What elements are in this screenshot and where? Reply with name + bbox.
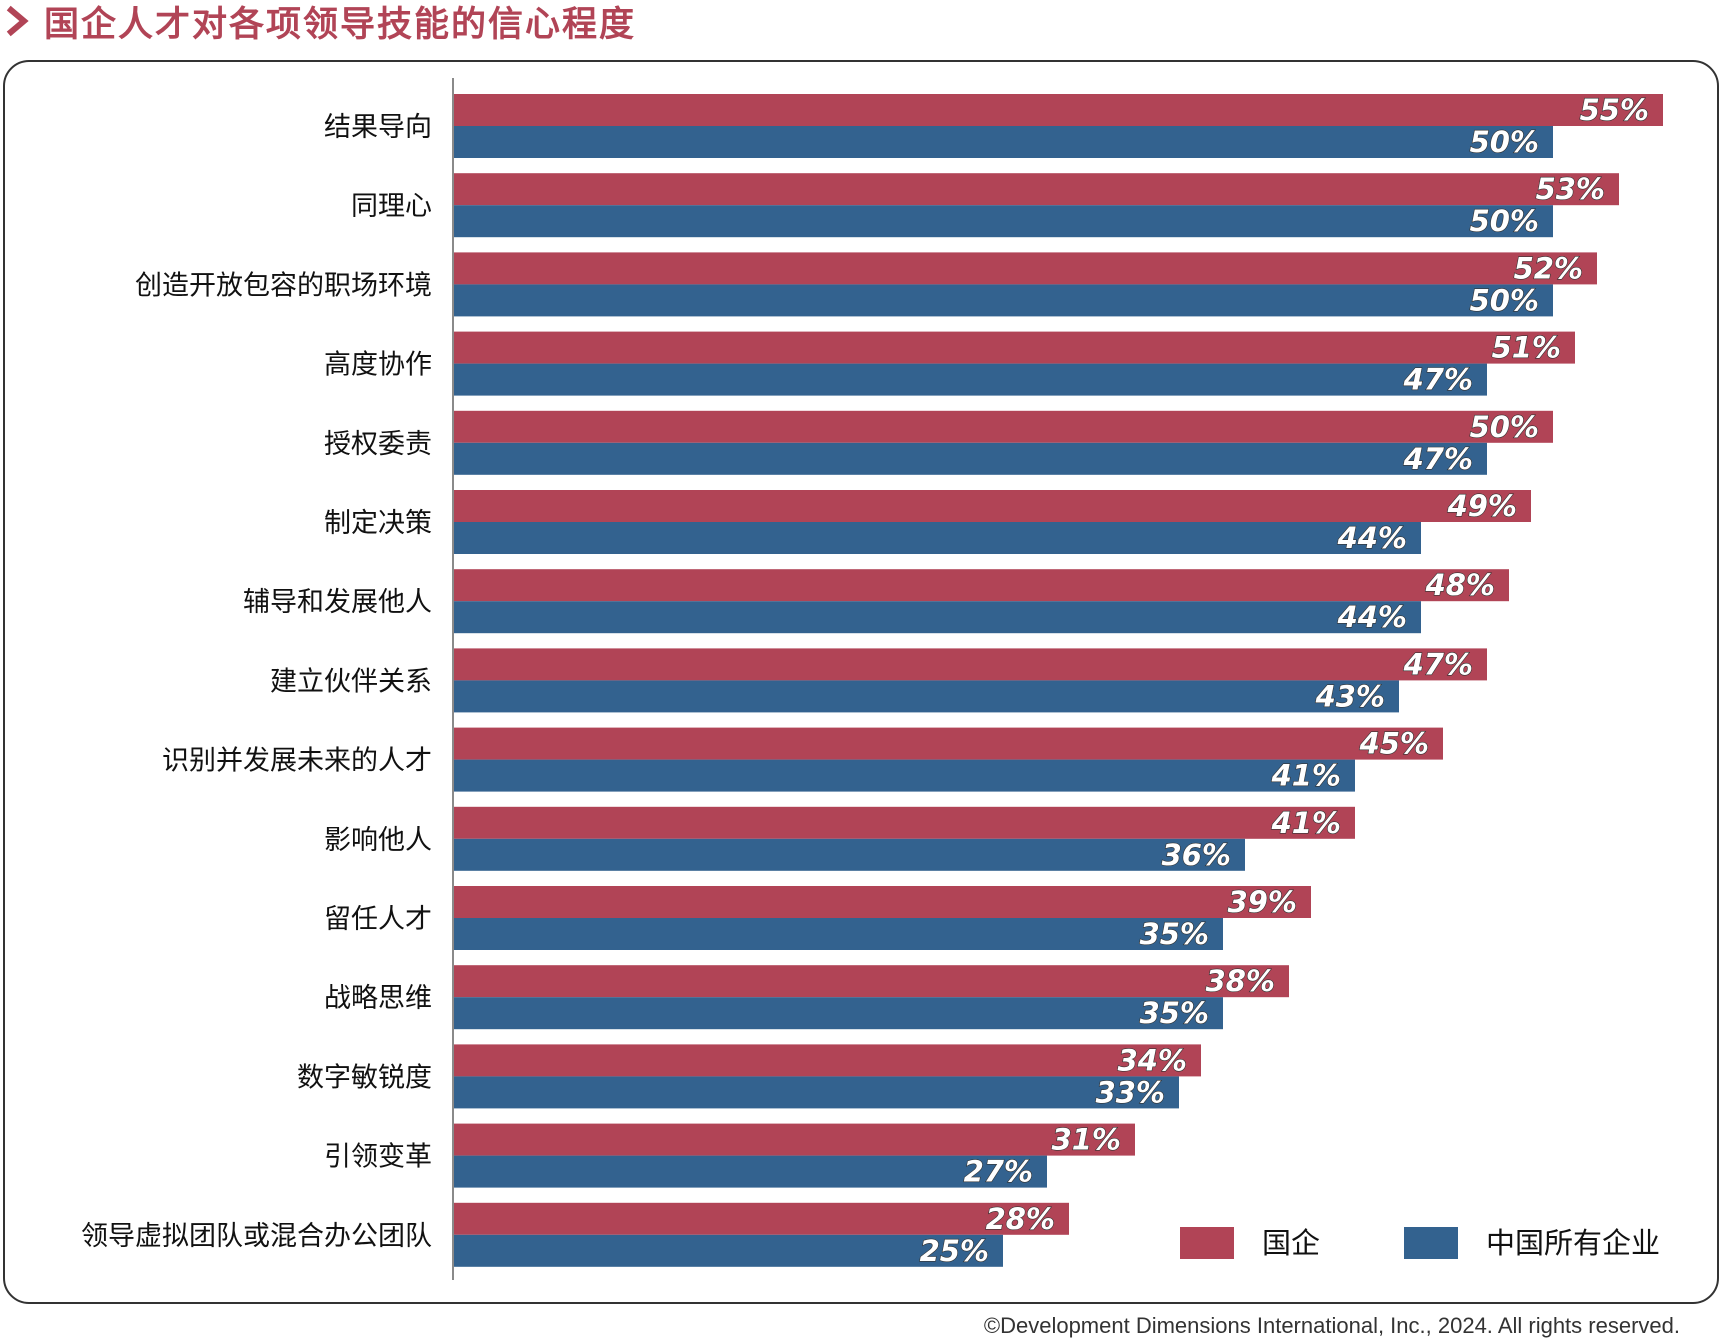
bar-all (453, 1076, 1179, 1109)
data-label-soe: 50% (1470, 410, 1539, 444)
data-label-soe: 41% (1271, 806, 1341, 840)
bar-soe (453, 410, 1553, 443)
category-label: 影响他人 (324, 825, 432, 856)
bar-all (453, 1155, 1047, 1188)
title-row: 国企人才对各项领导技能的信心程度 (0, 0, 636, 45)
bar-soe (453, 569, 1509, 602)
category-label: 留任人才 (324, 904, 432, 935)
chart-title: 国企人才对各项领导技能的信心程度 (44, 4, 637, 45)
data-label-soe: 34% (1118, 1043, 1187, 1077)
data-label-all: 47% (1403, 363, 1473, 397)
bar-all (453, 205, 1553, 238)
data-label-all: 47% (1403, 442, 1473, 476)
data-label-soe: 53% (1536, 172, 1605, 206)
data-label-all: 33% (1096, 1075, 1165, 1109)
category-label: 创造开放包容的职场环境 (135, 270, 432, 301)
category-label: 数字敏锐度 (297, 1062, 432, 1093)
category-label: 建立伙伴关系 (270, 666, 432, 697)
category-label: 战略思维 (324, 983, 432, 1014)
data-label-all: 25% (920, 1234, 989, 1268)
bar-soe (453, 886, 1311, 918)
data-label-soe: 51% (1492, 331, 1561, 365)
category-label: 领导虚拟团队或混合办公团队 (81, 1221, 432, 1252)
legend-item-all: 中国所有企业 (1404, 1226, 1660, 1260)
bar-all (453, 759, 1355, 792)
category-label: 高度协作 (324, 350, 432, 381)
category-label: 授权委责 (324, 429, 432, 460)
category-label: 制定决策 (324, 508, 432, 539)
bar-soe (453, 965, 1289, 998)
data-label-soe: 55% (1580, 93, 1649, 127)
bar-soe (453, 727, 1443, 760)
data-label-soe: 31% (1052, 1123, 1121, 1157)
category-label: 结果导向 (324, 112, 432, 143)
data-label-all: 50% (1470, 283, 1539, 317)
legend-swatch (1180, 1227, 1234, 1259)
bar-all (453, 1234, 1003, 1267)
data-label-all: 44% (1337, 600, 1407, 634)
category-label: 引领变革 (324, 1142, 432, 1173)
legend-swatch (1404, 1227, 1458, 1259)
data-label-all: 27% (964, 1155, 1033, 1189)
data-label-all: 35% (1140, 917, 1209, 951)
bar-all (453, 680, 1399, 713)
bar-soe (453, 1123, 1135, 1156)
bar-all (453, 442, 1487, 475)
data-label-all: 41% (1271, 759, 1341, 793)
data-label-all: 44% (1337, 521, 1407, 555)
legend-label: 中国所有企业 (1486, 1226, 1660, 1260)
data-label-soe: 28% (986, 1202, 1055, 1236)
copyright-notice: ©Development Dimensions International, I… (983, 1313, 1680, 1338)
bar-all (453, 126, 1553, 158)
data-label-all: 50% (1470, 204, 1539, 238)
bar-soe (453, 1202, 1069, 1235)
data-label-soe: 39% (1228, 885, 1297, 919)
category-label: 辅导和发展他人 (243, 587, 432, 618)
chart-frame (3, 60, 1719, 1304)
bar-soe (453, 173, 1619, 206)
bar-soe (453, 331, 1575, 364)
bar-all (453, 838, 1245, 871)
chevron-right-icon (6, 5, 29, 37)
data-label-all: 50% (1470, 125, 1539, 159)
category-label: 同理心 (351, 191, 432, 222)
category-label: 识别并发展未来的人才 (162, 746, 432, 777)
data-label-all: 36% (1162, 838, 1231, 872)
bar-all (453, 522, 1421, 554)
bar-all (453, 363, 1487, 396)
bar-soe (453, 252, 1597, 285)
data-label-all: 43% (1315, 679, 1385, 713)
bar-all (453, 284, 1553, 317)
data-label-soe: 47% (1403, 647, 1473, 681)
bar-all (453, 997, 1223, 1030)
data-label-all: 35% (1140, 996, 1209, 1030)
data-label-soe: 45% (1359, 727, 1429, 761)
bar-all (453, 918, 1223, 950)
data-label-soe: 49% (1447, 489, 1517, 523)
data-label-soe: 52% (1514, 251, 1583, 285)
data-label-soe: 48% (1425, 568, 1495, 602)
legend-item-soe: 国企 (1180, 1226, 1320, 1260)
data-label-soe: 38% (1206, 964, 1275, 998)
bar-soe (453, 806, 1355, 839)
bar-soe (453, 94, 1663, 126)
bar-all (453, 601, 1421, 634)
bar-soe (453, 490, 1531, 522)
bar-soe (453, 1044, 1201, 1077)
legend-label: 国企 (1262, 1226, 1320, 1260)
bar-soe (453, 648, 1487, 681)
